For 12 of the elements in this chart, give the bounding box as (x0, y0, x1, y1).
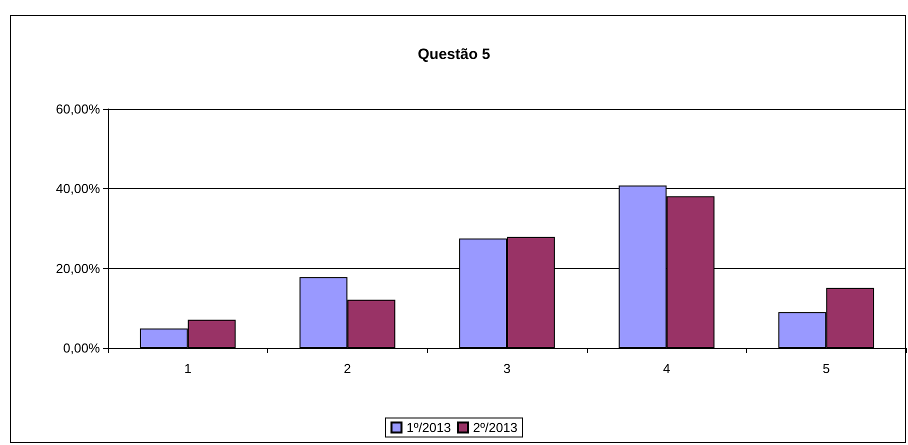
x-tick-label: 4 (662, 361, 670, 376)
legend-label: 2º/2013 (473, 420, 518, 435)
y-tick-label: 60,00% (56, 102, 100, 116)
y-tick-label: 20,00% (56, 260, 100, 276)
y-tick-label: 0,00% (63, 340, 100, 356)
legend-label: 1º/2013 (406, 420, 452, 435)
x-tick-label: 1 (184, 361, 192, 376)
chart-title: Questão 5 (418, 46, 490, 63)
x-tick-label: 5 (822, 361, 830, 376)
x-tick-label: 3 (503, 361, 511, 376)
y-tick-label: 40,00% (56, 181, 100, 196)
x-tick-label: 2 (344, 361, 352, 376)
